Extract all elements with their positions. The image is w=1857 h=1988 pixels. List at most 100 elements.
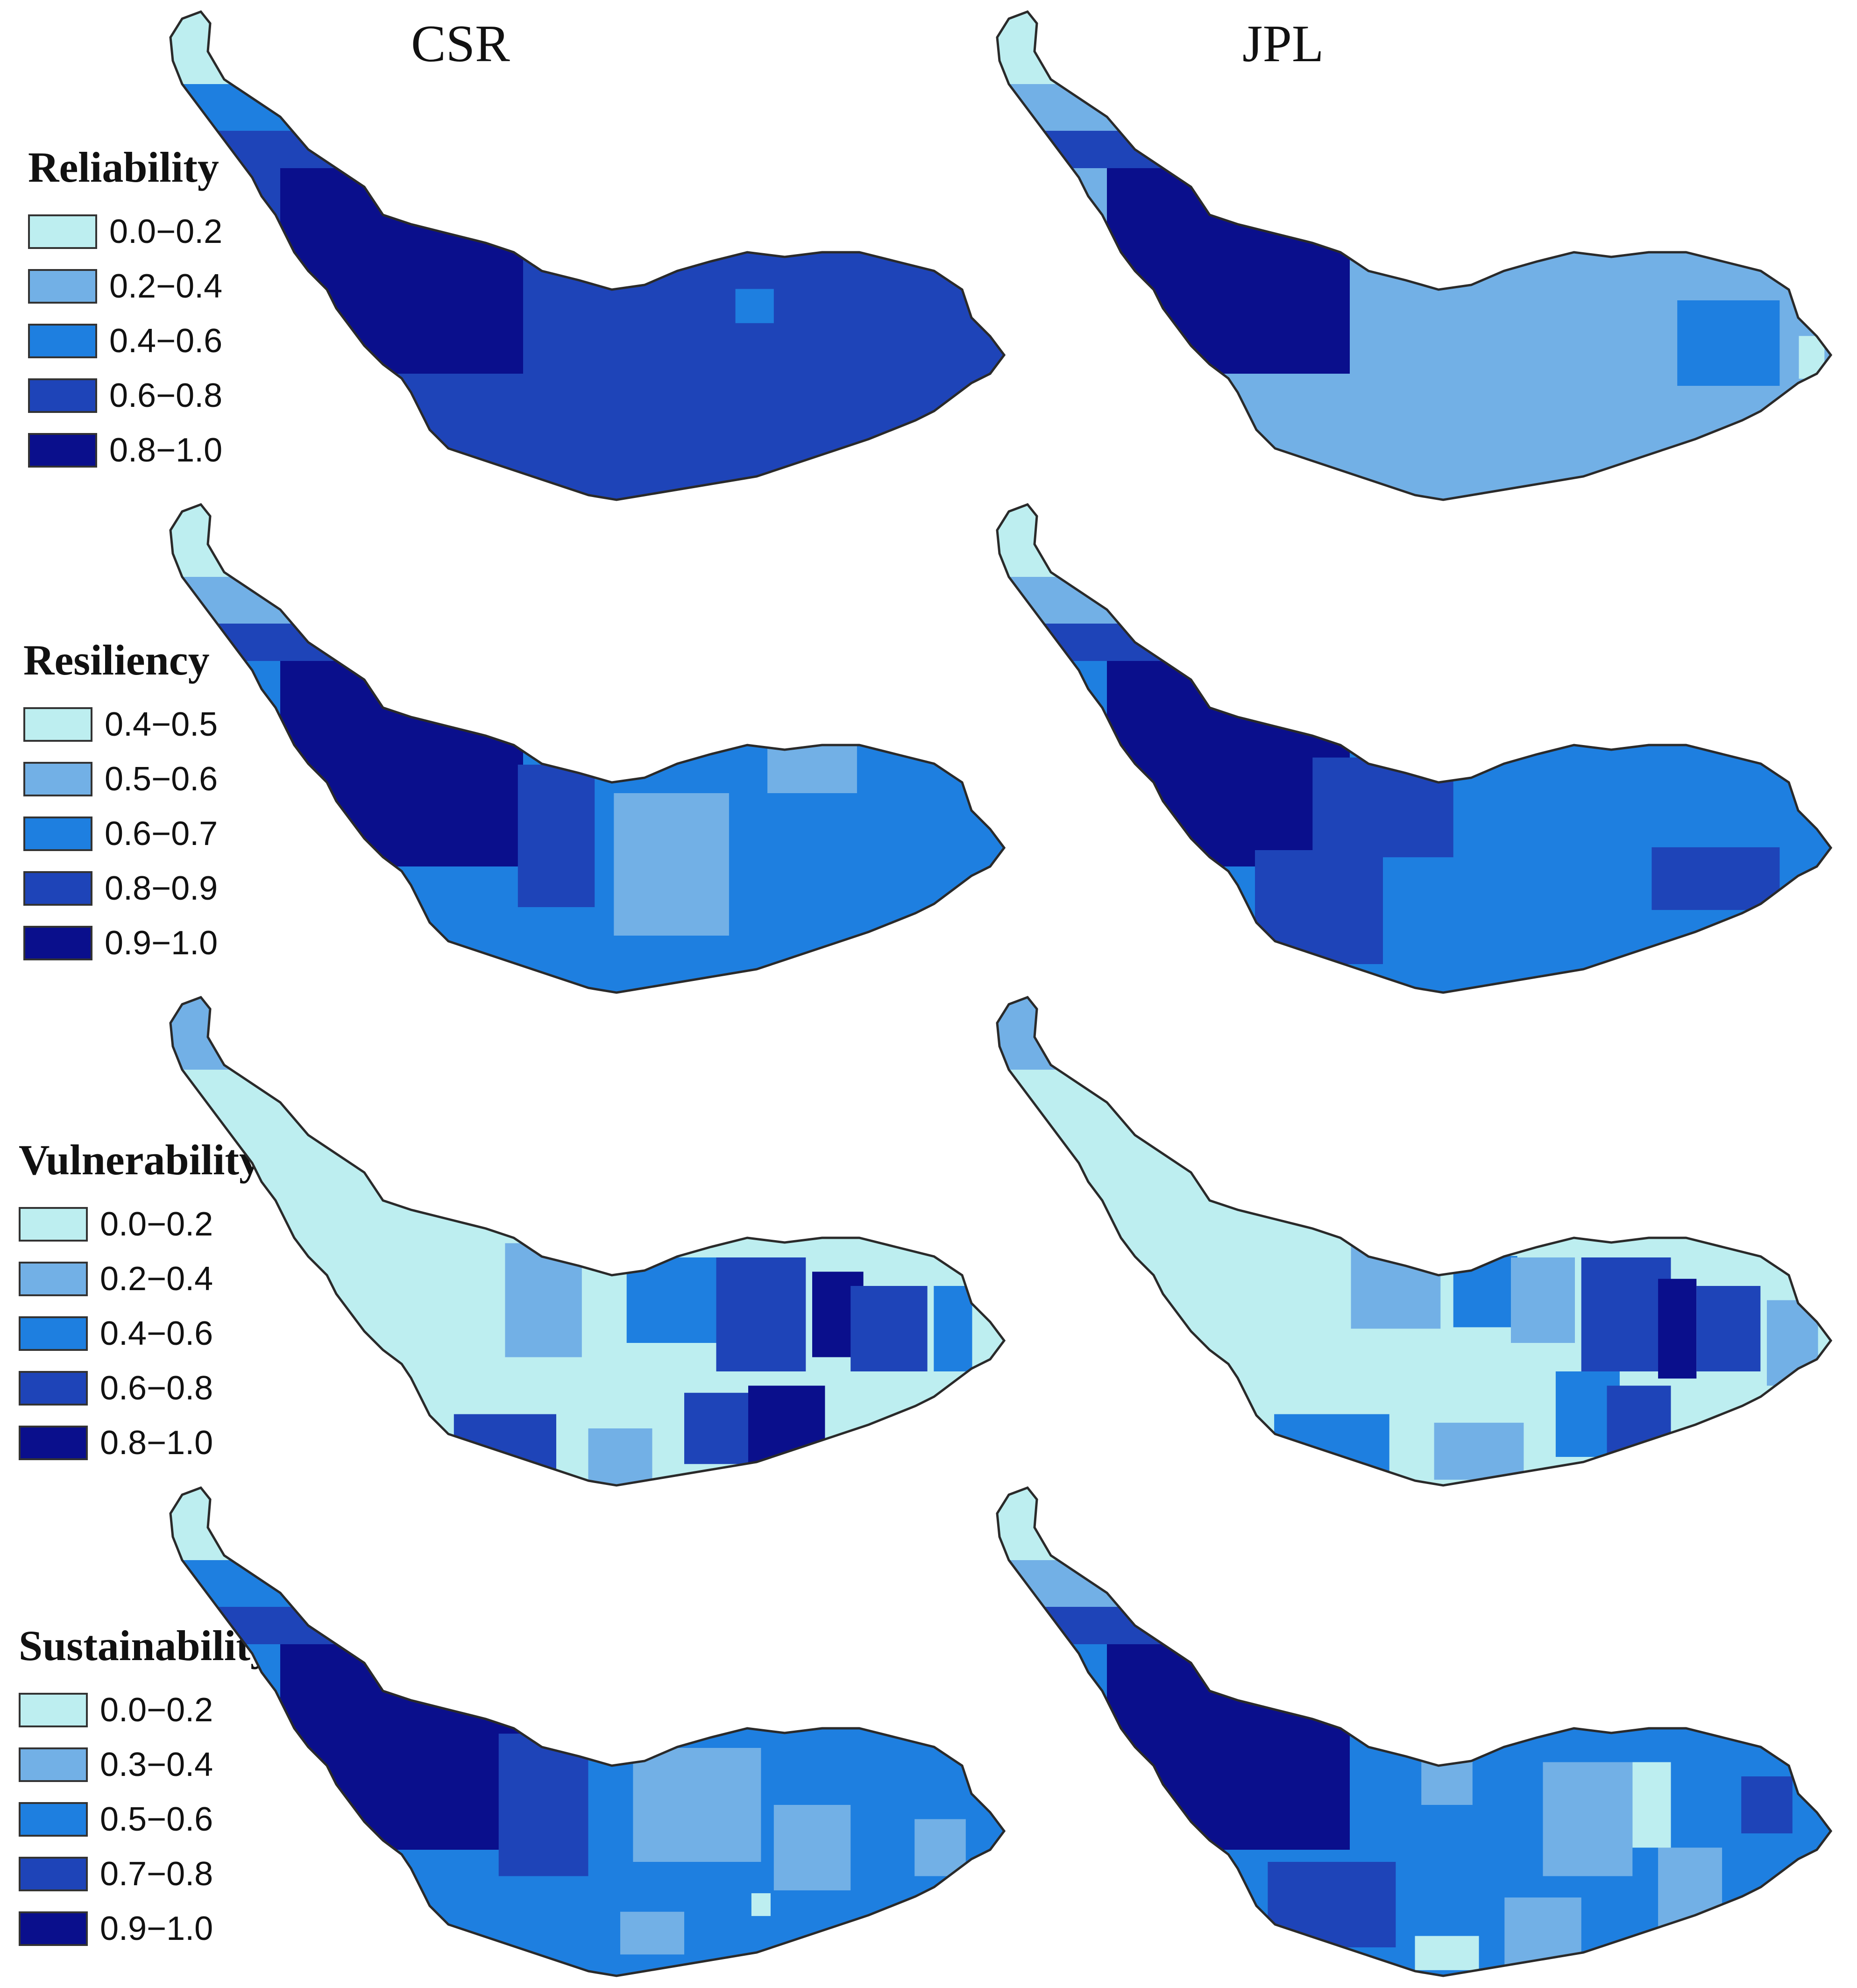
legend-item: 0.9−1.0 (23, 916, 218, 970)
grid-cell (851, 1286, 928, 1371)
legend-swatch (19, 1747, 88, 1782)
legend-label: 0.0−0.2 (100, 1205, 213, 1243)
grid-cell (751, 1893, 771, 1916)
grid-cell (620, 1911, 684, 1955)
legend-label: 0.4−0.6 (109, 322, 223, 360)
grid-cell (1658, 1278, 1697, 1379)
legend-item: 0.0−0.2 (19, 1683, 272, 1737)
legend-swatch (28, 378, 97, 413)
tail-cell (997, 1488, 1191, 1560)
grid-cell (1274, 1414, 1389, 1471)
grid-cell (1453, 1256, 1517, 1328)
grid-cell (934, 1286, 972, 1371)
legend-label: 0.6−0.7 (105, 815, 218, 852)
grid-cell (1696, 1286, 1761, 1371)
legend-swatch (19, 1425, 88, 1460)
legend-swatch (23, 871, 92, 906)
grid-cell (1434, 1422, 1524, 1480)
legend-swatch (19, 1802, 88, 1837)
basin-outline (169, 1486, 1006, 1977)
legend-label: 0.9−1.0 (105, 924, 218, 962)
west-cell (1107, 168, 1350, 374)
grid-cell (735, 289, 774, 323)
legend-title: Sustainability (19, 1622, 272, 1669)
tail-cell (997, 624, 1191, 661)
legend-item: 0.6−0.7 (23, 806, 218, 861)
legend-vulnerability: Vulnerability 0.0−0.2 0.2−0.4 0.4−0.6 0.… (19, 1135, 261, 1470)
basin-outline (169, 996, 1006, 1487)
legend-label: 0.8−1.0 (100, 1424, 213, 1462)
grid-cell (1504, 1897, 1581, 1969)
legend-swatch (28, 214, 97, 249)
map-vulnerability-jpl (996, 996, 1833, 1487)
basin-outline (996, 996, 1833, 1487)
grid-cell (1632, 1762, 1671, 1848)
legend-title: Resiliency (23, 636, 210, 684)
grid-cell (614, 793, 729, 936)
legend-swatch (19, 1370, 88, 1406)
column-title-jpl: JPL (1242, 15, 1324, 73)
legend-reliability: Reliability 0.0−0.2 0.2−0.4 0.4−0.6 0.6−… (28, 142, 222, 477)
grid-cell (1312, 757, 1453, 858)
legend-swatch (19, 1911, 88, 1946)
tail-cell (170, 1488, 364, 1560)
legend-item: 0.5−0.6 (23, 752, 218, 806)
map-sustainability-csr (169, 1486, 1006, 1977)
map-resiliency-csr (169, 503, 1006, 994)
tail-cell (170, 1116, 364, 1154)
map-sustainability-jpl (996, 1486, 1833, 1977)
basin-outline (996, 1486, 1833, 1977)
grid-cell (773, 1805, 851, 1890)
legend-label: 0.7−0.8 (100, 1855, 213, 1893)
tail-cell (170, 624, 364, 661)
tail-cell (997, 1607, 1191, 1644)
legend-item: 0.6−0.8 (19, 1361, 261, 1415)
grid-cell (588, 1428, 652, 1485)
tail-cell (997, 131, 1191, 168)
legend-resiliency: Resiliency 0.4−0.5 0.5−0.6 0.6−0.7 0.8−0… (23, 635, 218, 970)
grid-cell (1421, 1748, 1473, 1805)
legend-item: 0.6−0.8 (28, 368, 222, 423)
legend-label: 0.2−0.4 (109, 267, 223, 305)
tail-cell (997, 1116, 1191, 1154)
tail-cell (997, 504, 1191, 577)
legend-item: 0.8−0.9 (23, 861, 218, 916)
grid-cell (748, 1385, 825, 1471)
legend-item: 0.7−0.8 (19, 1846, 272, 1901)
legend-swatch (23, 707, 92, 742)
legend-label: 0.5−0.6 (100, 1800, 213, 1838)
map-resiliency-jpl (996, 503, 1833, 994)
grid-cell (1607, 1385, 1671, 1471)
grid-cell (1658, 1847, 1722, 1933)
basin-outline (996, 10, 1833, 501)
tail-cell (997, 12, 1191, 84)
legend-label: 0.4−0.6 (100, 1314, 213, 1352)
grid-cell (684, 1392, 748, 1464)
grid-cell (633, 1748, 761, 1862)
legend-label: 0.2−0.4 (100, 1260, 213, 1298)
tail-cell (997, 997, 1191, 1070)
legend-swatch (23, 816, 92, 851)
legend-swatch (19, 1261, 88, 1296)
legend-label: 0.5−0.6 (105, 760, 218, 798)
grid-cell (1351, 1243, 1441, 1329)
grid-cell (914, 1819, 966, 1876)
west-cell (280, 661, 523, 866)
legend-swatch (19, 1856, 88, 1891)
legend-swatch (23, 925, 92, 960)
legend-swatch (23, 761, 92, 796)
tail-cell (170, 1607, 364, 1644)
legend-item: 0.5−0.6 (19, 1792, 272, 1846)
legend-item: 0.0−0.2 (19, 1197, 261, 1251)
column-title-csr: CSR (411, 15, 510, 73)
grid-cell (1677, 300, 1780, 386)
legend-label: 0.9−1.0 (100, 1910, 213, 1947)
legend-item: 0.9−1.0 (19, 1901, 272, 1956)
grid-cell (454, 1414, 556, 1471)
map-reliability-csr (169, 10, 1006, 501)
grid-cell (1581, 1257, 1671, 1371)
legend-item: 0.8−1.0 (19, 1415, 261, 1470)
west-cell (280, 1644, 523, 1850)
basin-outline (996, 503, 1833, 994)
